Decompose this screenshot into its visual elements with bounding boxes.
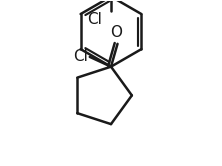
Text: Cl: Cl	[87, 12, 102, 28]
Text: O: O	[111, 25, 123, 40]
Text: Cl: Cl	[73, 49, 88, 64]
